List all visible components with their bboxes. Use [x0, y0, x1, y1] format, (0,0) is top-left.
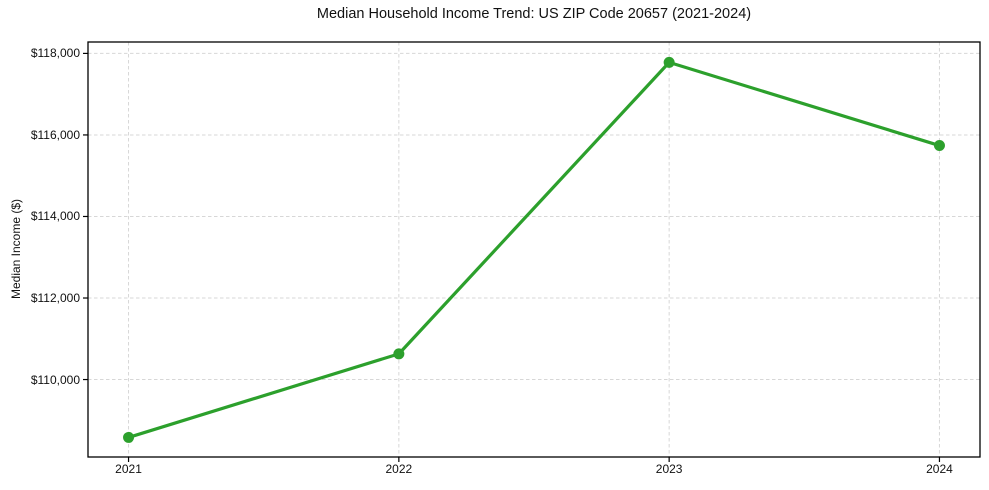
- data-line: [126, 60, 942, 440]
- data-point: [393, 348, 405, 360]
- data-point: [663, 56, 675, 68]
- data-point: [123, 431, 135, 443]
- y-tick-label: $114,000: [30, 209, 80, 224]
- plot-border: [87, 41, 981, 458]
- y-tick-label: $112,000: [30, 291, 80, 305]
- x-tick-label: 2024: [926, 462, 953, 476]
- y-tick-label: $110,000: [30, 372, 80, 387]
- y-tick-label: $118,000: [30, 46, 80, 61]
- chart-title: Median Household Income Trend: US ZIP Co…: [316, 6, 752, 22]
- data-point: [933, 140, 945, 152]
- x-tick-label: 2022: [385, 462, 413, 476]
- y-tick-label: $116,000: [30, 127, 80, 142]
- x-tick-label: 2021: [115, 462, 142, 476]
- x-tick-label: 2023: [655, 462, 683, 476]
